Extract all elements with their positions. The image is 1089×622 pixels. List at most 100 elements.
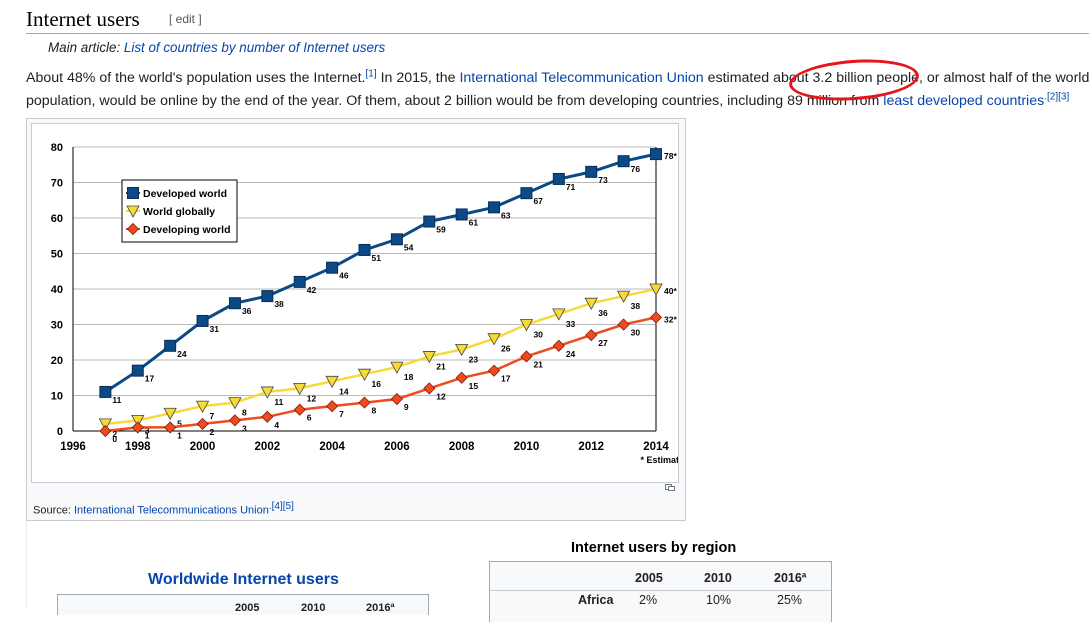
data-label: 16	[372, 379, 382, 389]
data-point	[649, 311, 663, 324]
data-label: 38	[274, 299, 284, 309]
data-point	[261, 410, 274, 423]
para-text-2: In 2015, the	[376, 70, 460, 86]
data-point	[164, 339, 177, 352]
data-label: 61	[469, 217, 479, 227]
data-point	[196, 417, 209, 430]
data-label: 11	[274, 397, 283, 407]
data-label: 42	[307, 285, 317, 295]
data-label: 9	[404, 402, 409, 412]
data-point	[520, 187, 533, 200]
data-label: 30	[631, 328, 641, 338]
data-label: 17	[501, 374, 511, 384]
y-tick-label: 0	[57, 426, 63, 438]
para-text-1: About 48% of the world's population uses…	[26, 70, 366, 86]
data-point	[126, 205, 140, 218]
data-label: 6	[307, 413, 312, 423]
chart-frame[interactable]: 0 10 20 30 40 50 60 70 80 1996 1998 2000 2002 2004 200…	[31, 123, 679, 483]
data-label: 36	[598, 308, 608, 318]
data-label: 76	[631, 164, 641, 174]
data-point	[99, 424, 112, 438]
data-label: 15	[469, 381, 479, 391]
data-label: 1	[177, 430, 182, 440]
data-point	[422, 351, 436, 364]
data-point	[584, 297, 598, 311]
data-label: 24	[566, 349, 576, 359]
data-label: 26	[501, 344, 511, 354]
data-point	[519, 319, 534, 332]
data-point	[98, 418, 113, 431]
ref-2-3-link[interactable]: .[2][3]	[1044, 91, 1070, 103]
left-rule	[26, 522, 27, 608]
rg-row-africa-2005: 2%	[639, 593, 658, 607]
data-label: 8	[242, 408, 247, 418]
data-point	[127, 187, 139, 199]
data-point	[390, 233, 403, 246]
estimate-note: * Estimate	[640, 455, 678, 465]
rg-header-2010: 2010	[704, 571, 732, 585]
y-tick-label: 30	[51, 320, 63, 332]
data-point	[487, 364, 501, 377]
data-label: 36	[242, 306, 252, 316]
data-point	[617, 318, 630, 331]
itu-link[interactable]: International Telecommunication Union	[459, 70, 704, 86]
rg-row-africa-label: Africa	[578, 593, 614, 607]
data-point	[358, 396, 371, 409]
data-label: 11	[112, 395, 121, 405]
data-point	[358, 243, 371, 256]
data-label: 21	[436, 361, 446, 371]
data-label: 24	[177, 349, 187, 359]
data-label: 4	[274, 420, 279, 430]
data-point	[326, 261, 339, 274]
data-point	[261, 290, 274, 303]
data-label: 46	[339, 271, 349, 281]
y-tick-label: 10	[51, 391, 63, 403]
rg-header-2016: 2016ª	[774, 571, 807, 585]
x-tick-label: 2002	[255, 441, 281, 453]
data-point	[455, 371, 468, 384]
data-point	[131, 421, 144, 434]
caption-source-link[interactable]: International Telecommunications Union	[73, 504, 269, 517]
caption-prefix: Source:	[33, 504, 74, 517]
main-article-link[interactable]: List of countries by number of Internet …	[123, 40, 386, 55]
ref-1-link[interactable]: [1]	[365, 68, 377, 80]
y-tick-label: 70	[51, 178, 63, 190]
data-point	[552, 308, 566, 321]
data-point	[552, 172, 565, 185]
worldwide-title: Worldwide Internet users	[148, 571, 339, 588]
data-point	[228, 397, 242, 410]
data-label: 2	[112, 429, 117, 439]
data-point	[488, 201, 501, 214]
data-label: 51	[372, 253, 382, 263]
chart-caption: Source: International Telecommunications…	[33, 502, 294, 517]
data-point	[649, 283, 663, 296]
series-line	[105, 287, 657, 426]
data-label: 17	[145, 374, 155, 384]
caption-refs-link[interactable]: .[4][5]	[268, 501, 294, 512]
x-tick-label: 2008	[449, 441, 475, 453]
data-label: 3	[242, 423, 247, 433]
region-title: Internet users by region	[571, 540, 737, 556]
data-point	[99, 385, 112, 398]
data-point	[228, 414, 242, 427]
data-label: 7	[210, 411, 215, 421]
data-label: 7	[339, 409, 344, 419]
data-label: 63	[501, 210, 511, 220]
data-point	[228, 297, 241, 310]
rg-row-africa-2010: 10%	[706, 593, 732, 607]
data-label: 8	[372, 406, 377, 416]
data-label: 31	[210, 324, 220, 334]
data-label: 18	[404, 372, 414, 382]
data-point	[163, 407, 177, 421]
data-point	[423, 382, 436, 395]
data-label: 23	[469, 354, 479, 364]
y-tick-label: 50	[51, 249, 63, 261]
edit-section-link[interactable]: [ edit ]	[169, 12, 202, 26]
y-tick-label: 60	[51, 213, 63, 225]
magnify-icon[interactable]	[665, 484, 675, 491]
x-tick-label: 2012	[578, 441, 604, 453]
data-point	[326, 400, 339, 413]
ldc-link[interactable]: least developed countries	[883, 93, 1045, 109]
data-label: 78*	[664, 151, 677, 161]
